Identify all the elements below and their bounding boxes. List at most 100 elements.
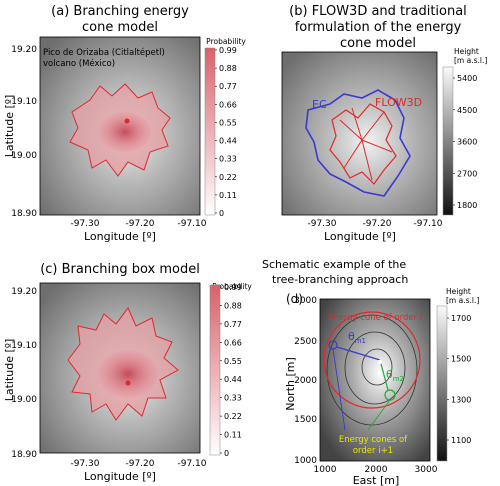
panel-d-annotation-next-line2: order i+1	[353, 446, 393, 456]
panel-b-xtick-label: -97.10	[413, 219, 442, 229]
panel-c-vent-marker	[125, 380, 131, 386]
panel-a: (a) Branching energy cone model Pico de …	[3, 4, 246, 243]
panel-a-annotation-line2: volcano (México)	[43, 58, 115, 69]
panel-d-xlabel: East [m]	[353, 474, 400, 486]
panel-a-annotation-line1: Pico de Orizaba (Citlaltépetl)	[43, 47, 165, 58]
panel-a-xlabel: Longitude [º]	[84, 230, 156, 243]
panel-c-high-probability-core	[98, 350, 158, 398]
panel-d-theta2: θm2	[386, 368, 404, 383]
panel-b-colorbar-title-line2: [m a.s.l.]	[454, 56, 487, 65]
panel-d-annotation-order-i: Energy cone of order i	[328, 313, 422, 323]
colorbar-tick-label: 0.33	[224, 394, 242, 403]
panel-d-colorbar-title-line2: [m a.s.l.]	[446, 296, 479, 305]
panel-b-xtick-label: -97.30	[307, 219, 336, 229]
colorbar-tick-label: 0.22	[219, 173, 237, 182]
panel-b-flow3d-channels	[339, 107, 393, 181]
panel-d-colorbar	[436, 305, 448, 462]
panel-a-ytick-label: 18.90	[11, 209, 37, 219]
panel-c-ytick-label: 19.20	[11, 287, 37, 297]
panel-b-ec-outline	[305, 89, 411, 197]
panel-c-ytick-label: 19.00	[11, 395, 37, 405]
panel-c-xtick-label: -97.20	[125, 459, 154, 469]
panel-d-label: (d)	[286, 292, 303, 306]
colorbar-tick-label: 1100	[451, 436, 471, 445]
panel-b-legend-flow3d: FLOW3D	[375, 96, 422, 109]
colorbar-tick-label: 0.77	[224, 320, 242, 329]
panel-a-colorbar-ticks: 0.99 0.88 0.77 0.66 0.55 0.44 0.33 0.22 0.11 0	[215, 46, 237, 218]
panel-b-xtick-label: -97.20	[362, 219, 391, 229]
panel-d-ytick-label: 1000	[294, 456, 317, 466]
panel-d-pointer-line	[367, 399, 391, 431]
panel-d-colorbar-ticks: 1700 1500 1300 1100	[447, 314, 471, 445]
panel-d-theta1: θm1	[348, 330, 366, 345]
colorbar-tick-label: 0.33	[219, 155, 237, 164]
colorbar-tick-label: 0	[219, 209, 224, 218]
panel-a-xtick-label: -97.20	[125, 219, 154, 229]
panel-d-direction-arrow-1	[336, 346, 381, 361]
panel-d-ytick-label: 2500	[294, 337, 317, 347]
panel-a-ylabel: Latitude [º]	[3, 95, 16, 158]
panel-c-xtick-label: -97.30	[70, 459, 99, 469]
panel-b-title-line1: (b) FLOW3D and traditional	[289, 4, 467, 19]
colorbar-tick-label: 0.66	[219, 100, 237, 109]
panel-a-xtick-label: -97.30	[70, 219, 99, 229]
panel-c-xlabel: Longitude [º]	[84, 470, 156, 483]
panel-a-vent-marker	[124, 118, 130, 124]
panel-c-ytick-label: 18.90	[11, 450, 37, 460]
colorbar-tick-label: 1800	[457, 201, 477, 210]
panel-d-contour	[344, 331, 406, 405]
panel-b-xlabel: Longitude [º]	[324, 230, 396, 243]
colorbar-tick-label: 0.44	[224, 375, 242, 384]
colorbar-tick-label: 0.88	[224, 301, 242, 310]
panel-d: Schematic example of the tree-branching …	[262, 258, 479, 486]
panel-c-colorbar	[209, 284, 221, 456]
panel-c-title: (c) Branching box model	[40, 262, 200, 277]
panel-d-pointer-line	[332, 348, 346, 431]
panel-c: (c) Branching box model 19.20 19.10 19.0…	[3, 262, 252, 483]
panel-a-high-probability-core	[99, 112, 151, 152]
colorbar-tick-label: 0.44	[219, 137, 237, 146]
panel-d-contour	[361, 348, 393, 386]
colorbar-tick-label: 1500	[451, 355, 471, 364]
panel-d-heading-line2: tree-branching approach	[272, 273, 408, 286]
panel-b: (b) FLOW3D and traditional formulation o…	[281, 4, 487, 243]
panel-d-ytick-label: 3000	[294, 296, 317, 306]
colorbar-tick-label: 1700	[451, 314, 471, 323]
panel-a-ytick-label: 19.00	[11, 151, 37, 161]
panel-a-colorbar-title: Probability	[206, 37, 246, 46]
colorbar-tick-label: 0.22	[224, 412, 242, 421]
panel-c-ytick-label: 19.10	[11, 341, 37, 351]
panel-b-colorbar-ticks: 5400 4500 3600 2700 1800	[453, 74, 477, 210]
colorbar-tick-label: 0.55	[219, 118, 237, 127]
panel-c-ylabel: Latitude [º]	[3, 339, 16, 402]
colorbar-tick-label: 2700	[457, 169, 477, 178]
panel-a-title-line2: cone model	[82, 20, 158, 35]
panel-d-vent-marker	[377, 359, 383, 365]
panel-c-colorbar-ticks: 0.99 0.88 0.77 0.66 0.55 0.44 0.33 0.22 0.11 0	[220, 283, 242, 458]
colorbar-tick-label: 0.11	[219, 191, 237, 200]
panel-d-ytick-label: 2000	[294, 376, 317, 386]
panel-b-colorbar-title-line1: Height	[454, 47, 479, 56]
colorbar-tick-label: 0.99	[219, 46, 237, 55]
panel-d-xtick-label: 3000	[415, 465, 438, 475]
panel-d-colorbar-title-line1: Height	[446, 287, 471, 296]
colorbar-tick-label: 0.66	[224, 338, 242, 347]
colorbar-tick-label: 1300	[451, 395, 471, 404]
colorbar-tick-label: 0.55	[224, 357, 242, 366]
panel-d-xtick-label: 2000	[365, 465, 388, 475]
panel-a-xtick-label: -97.10	[177, 219, 206, 229]
colorbar-tick-label: 0.11	[224, 431, 242, 440]
colorbar-tick-label: 4500	[457, 106, 477, 115]
colorbar-tick-label: 0	[224, 449, 229, 458]
colorbar-tick-label: 5400	[457, 74, 477, 83]
colorbar-tick-label: 0.88	[219, 64, 237, 73]
colorbar-tick-label: 3600	[457, 138, 477, 147]
panel-d-energy-cone-order-i	[323, 311, 421, 409]
colorbar-tick-label: 0.99	[224, 283, 242, 292]
panel-a-title-line1: (a) Branching energy	[51, 4, 189, 19]
panel-d-annotation-next-line1: Energy cones of	[339, 435, 408, 445]
panel-d-heading-line1: Schematic example of the	[262, 258, 406, 271]
panel-b-legend-ec: EC	[312, 98, 327, 111]
panel-d-direction-arrow-2	[379, 359, 389, 391]
